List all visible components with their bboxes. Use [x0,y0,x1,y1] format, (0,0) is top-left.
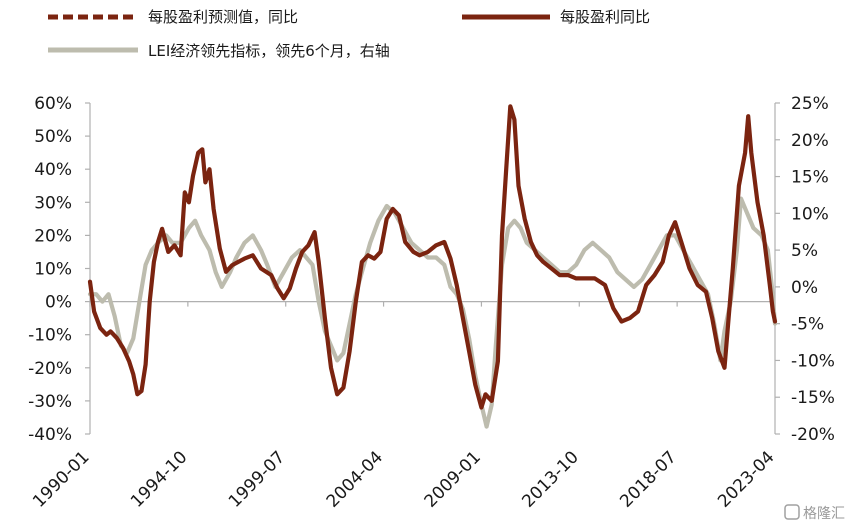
right-tick-label: 0% [791,278,818,298]
x-axis: 1990-01 1994-10 1999-07 2004-04 2009-01 2013-… [29,301,779,512]
watermark-text: 格隆汇 [803,506,845,522]
legend-label-eps: 每股盈利同比 [560,8,650,26]
series-layer [87,104,778,429]
right-tick-label: -5% [791,315,824,335]
legend-label-forecast: 每股盈利预测值，同比 [148,8,298,26]
x-tick-label: 2013-10 [518,447,582,511]
left-tick-label: -30% [28,392,72,412]
x-tick-label: 2023-04 [714,447,778,511]
x-tick-label: 1990-01 [29,447,93,511]
x-tick-label: 1999-07 [225,447,289,511]
left-tick-label: -10% [28,326,72,346]
right-tick-label: 10% [791,204,829,224]
x-tick-label: 1994-10 [127,447,191,511]
x-tick-label: 2009-01 [421,447,485,511]
right-tick-label: 25% [791,94,829,114]
legend: 每股盈利预测值，同比 每股盈利同比 LEI经济领先指标，领先6个月，右轴 [48,8,650,60]
x-tick-label: 2004-04 [323,447,387,511]
left-tick-label: -40% [28,425,72,445]
left-tick-label: 30% [34,193,72,213]
right-tick-label: -15% [791,388,835,408]
legend-label-lei: LEI经济领先指标，领先6个月，右轴 [148,42,390,60]
series-line-eps [87,104,778,410]
legend-item-forecast: 每股盈利预测值，同比 [48,8,298,26]
right-tick-label: 15% [791,168,829,188]
series-line-lei [87,196,778,429]
left-tick-label: 0% [45,293,72,313]
watermark: 格隆汇 [784,504,845,522]
legend-item-lei: LEI经济领先指标，领先6个月，右轴 [48,42,390,60]
left-tick-label: 40% [34,160,72,180]
x-tick-label: 2018-07 [616,447,680,511]
right-tick-label: 20% [791,131,829,151]
left-tick-label: 50% [34,127,72,147]
watermark-icon [784,504,800,520]
left-tick-label: -20% [28,359,72,379]
right-tick-label: -10% [791,351,835,371]
left-tick-label: 10% [34,260,72,280]
legend-item-eps: 每股盈利同比 [462,8,650,26]
right-tick-label: -20% [791,425,835,445]
right-axis: -20% -15% -10% -5% 0% 5% 10% 15% 20% 25% [774,94,835,445]
left-tick-label: 20% [34,226,72,246]
left-axis: -40% -30% -20% -10% 0% 10% 20% 30% 40% 50% 60% [28,94,91,445]
right-tick-label: 5% [791,241,818,261]
left-tick-label: 60% [34,94,72,114]
